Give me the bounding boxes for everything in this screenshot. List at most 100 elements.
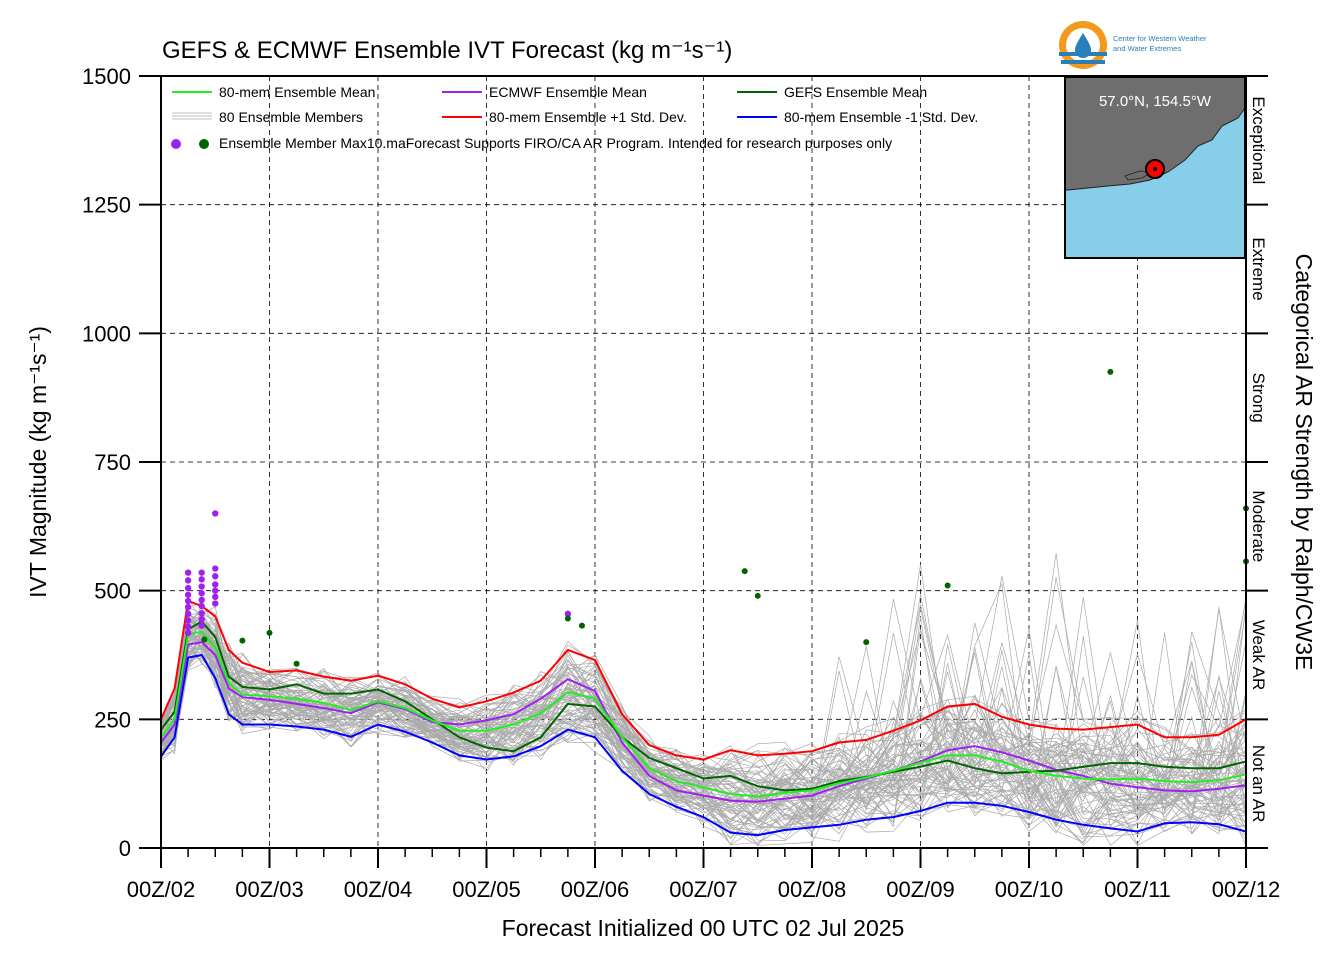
y-tick-label: 250: [94, 707, 131, 732]
logo-text-line1: Center for Western Weather: [1113, 34, 1207, 43]
series-ensemble-mean: [161, 630, 1246, 798]
axes: 0 250 500 750 1000 1250 1500 00Z/02 00Z/03 00Z/04…: [82, 64, 1280, 902]
disclaimer-text: 10.maForecast Supports FIRO/CA AR Progra…: [367, 135, 892, 151]
ensemble-member-line: [161, 614, 1246, 808]
logo-text-line2: and Water Extremes: [1113, 44, 1181, 53]
logo-wave-icon: [1059, 52, 1107, 56]
y-axis-label: IVT Magnitude (kg m⁻¹s⁻¹): [25, 326, 51, 598]
right-axis-label: Categorical AR Strength by Ralph/CW3E: [1291, 254, 1317, 671]
y-tick-label: 500: [94, 579, 131, 604]
ecmwf-member-max-point: [184, 623, 192, 630]
ecmwf-member-max-point: [198, 596, 205, 604]
ecmwf-member-max-point: [198, 583, 205, 590]
ecmwf-member-max-point: [212, 510, 219, 517]
ecmwf-member-max-point: [198, 622, 205, 629]
x-tick-label: 00Z/04: [344, 877, 413, 902]
category-label: Strong: [1249, 373, 1268, 423]
series-lines: [161, 599, 1246, 837]
ecmwf-member-max-point: [212, 565, 219, 572]
series-gefs-mean: [161, 620, 1246, 792]
ecmwf-member-max-point: [198, 590, 205, 597]
x-tick-label: 00Z/10: [995, 877, 1064, 902]
ensemble-member-line: [161, 594, 1246, 787]
ensemble-member-line: [161, 575, 1246, 790]
legend-swatch-members: [172, 112, 212, 120]
legend-label-ecmwf-mean: ECMWF Ensemble Mean: [489, 84, 647, 100]
ecmwf-member-max-point: [564, 610, 572, 618]
ecmwf-member-max-point: [184, 569, 192, 576]
water-drop-icon: [1075, 33, 1091, 58]
gefs-member-max-point: [754, 592, 761, 599]
inset-land: [1064, 76, 1246, 191]
ecmwf-member-max-point: [184, 617, 192, 624]
ensemble-member-line: [161, 634, 1246, 832]
gefs-member-max-point: [239, 637, 246, 644]
category-label: Moderate: [1249, 490, 1268, 562]
ensemble-member-line: [161, 647, 1246, 831]
ecmwf-member-max-point: [198, 610, 205, 617]
x-axis-label: Forecast Initialized 00 UTC 02 Jul 2025: [502, 915, 905, 941]
ensemble-member-line: [161, 620, 1246, 804]
legend-label-ensemble-mean: 80-mem Ensemble Mean: [219, 84, 375, 100]
legend-label-gefs-mean: GEFS Ensemble Mean: [784, 84, 927, 100]
member-max-points: [184, 368, 1249, 667]
ecmwf-member-max-point: [184, 629, 192, 637]
gefs-member-max-point: [741, 568, 748, 575]
series-ecmwf-mean: [161, 641, 1246, 803]
ensemble-member-line: [161, 627, 1246, 823]
category-label: Extreme: [1249, 237, 1268, 300]
gefs-member-max-point: [944, 582, 951, 589]
gefs-member-max-point: [564, 615, 571, 622]
ecmwf-member-max-point: [198, 576, 205, 583]
ecmwf-member-max-point: [184, 591, 192, 598]
logo-wave2-icon: [1061, 60, 1105, 64]
y-tick-label: 0: [119, 836, 131, 861]
gefs-member-max-point: [1107, 368, 1114, 375]
chart-title: GEFS & ECMWF Ensemble IVT Forecast (kg m…: [162, 37, 732, 64]
ecmwf-member-max-point: [212, 573, 219, 580]
inset-frame: [1064, 76, 1246, 259]
category-label: Exceptional: [1249, 96, 1268, 184]
ecmwf-member-max-point: [198, 616, 205, 623]
ensemble-member-line: [161, 651, 1246, 837]
x-tick-label: 00Z/08: [778, 877, 847, 902]
x-tick-label: 00Z/02: [127, 877, 196, 902]
legend-marker-gefs-max: [199, 139, 209, 149]
ecmwf-member-max-point: [184, 577, 192, 584]
ecmwf-member-max-point: [184, 597, 192, 605]
inset-location-center: [1153, 167, 1157, 171]
ecmwf-member-max-point: [184, 603, 192, 611]
x-tick-label: 00Z/07: [669, 877, 738, 902]
x-tick-label: 00Z/09: [886, 877, 955, 902]
inset-location-label: 57.0°N, 154.5°W: [1099, 93, 1212, 110]
y-tick-label: 750: [94, 450, 131, 475]
ensemble-member-line: [161, 601, 1246, 780]
ensemble-member-line: [161, 619, 1246, 794]
ensemble-member-line: [161, 625, 1246, 795]
category-label: Not an AR: [1249, 745, 1268, 823]
ecmwf-member-max-point: [184, 584, 192, 592]
ensemble-member-line: [161, 623, 1246, 799]
ecmwf-member-max-point: [212, 587, 219, 594]
gefs-member-max-point: [266, 629, 273, 636]
x-tick-label: 00Z/03: [235, 877, 304, 902]
y-tick-label: 1000: [82, 321, 131, 346]
legend-label-plus-std: 80-mem Ensemble +1 Std. Dev.: [489, 109, 687, 125]
series-minus-std: [161, 653, 1246, 837]
ecmwf-member-max-point: [198, 602, 205, 610]
y-tick-label: 1500: [82, 64, 131, 89]
ecmwf-member-max-point: [212, 581, 219, 588]
gefs-member-max-point: [201, 636, 208, 643]
ecmwf-member-max-point: [184, 610, 192, 618]
legend-marker-ecmwf-max: [171, 139, 181, 149]
cw3e-logo: Center for Western Weather and Water Ext…: [1059, 21, 1207, 69]
x-tick-label: 00Z/06: [561, 877, 630, 902]
x-tick-label: 00Z/12: [1212, 877, 1281, 902]
y-tick-label: 1250: [82, 193, 131, 218]
ensemble-member-line: [161, 631, 1246, 834]
ecmwf-member-max-point: [198, 569, 205, 576]
inset-map: 57.0°N, 154.5°W: [1064, 76, 1246, 259]
ensemble-member-line: [161, 650, 1246, 840]
gefs-member-max-point: [293, 660, 300, 667]
